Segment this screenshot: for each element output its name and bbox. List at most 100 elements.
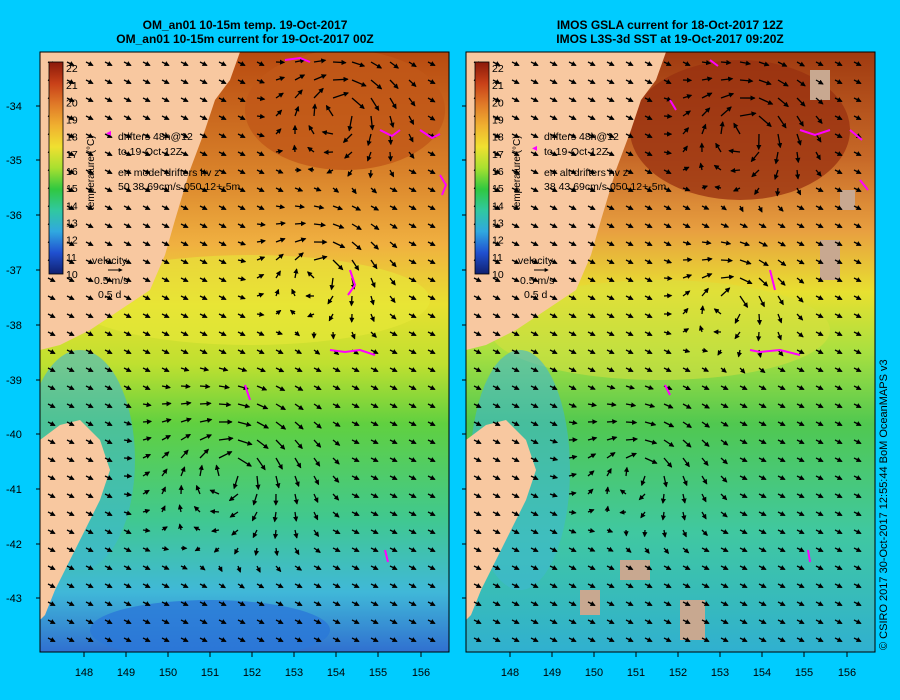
current-vector (256, 311, 265, 317)
current-vector (549, 205, 558, 211)
current-vector (313, 349, 321, 355)
current-vector (511, 259, 520, 265)
current-vector (47, 349, 56, 355)
current-vector (853, 259, 862, 265)
current-vector (568, 509, 577, 515)
current-vector (739, 277, 753, 285)
current-vector (644, 115, 653, 121)
current-vector (142, 223, 151, 229)
current-vector (313, 619, 322, 625)
current-vector (123, 403, 132, 409)
lon-tick-label: 154 (327, 667, 345, 679)
current-vector (275, 637, 284, 643)
current-vector (720, 240, 732, 246)
current-vector (587, 259, 596, 265)
current-vector (834, 223, 843, 229)
current-vector (180, 259, 189, 265)
current-vector (351, 385, 360, 391)
current-vector (389, 583, 398, 589)
current-vector (834, 97, 843, 103)
current-vector (408, 277, 417, 283)
current-vector (332, 76, 349, 83)
left-velocity-title: velocity (92, 255, 128, 267)
left-velocity-speed: 0.5 m/s (94, 275, 128, 287)
current-vector (587, 313, 596, 319)
current-vector (85, 313, 94, 319)
current-vector (256, 205, 265, 210)
current-vector (142, 419, 153, 425)
current-vector (332, 511, 340, 518)
current-vector (370, 619, 379, 625)
current-vector (408, 385, 417, 391)
current-vector (123, 565, 132, 571)
current-vector (313, 421, 322, 429)
current-vector (530, 295, 539, 301)
current-vector (272, 511, 278, 523)
colorbar-tick-label: 16 (492, 166, 504, 178)
current-vector (777, 277, 786, 286)
colorbar-tick-label: 10 (66, 269, 78, 281)
current-vector (682, 274, 693, 279)
current-vector (389, 115, 395, 128)
current-vector (237, 187, 246, 193)
current-vector (758, 79, 772, 86)
current-vector (294, 204, 305, 210)
current-vector (180, 583, 189, 589)
current-vector (568, 259, 577, 265)
current-vector (275, 220, 286, 227)
current-vector (369, 115, 375, 131)
current-vector (663, 113, 673, 119)
current-vector (294, 105, 300, 117)
current-vector (368, 169, 374, 179)
current-vector (275, 349, 284, 355)
current-vector (408, 61, 417, 68)
colorbar-tick-label: 21 (66, 80, 78, 92)
current-vector (180, 187, 189, 193)
current-vector (256, 583, 265, 589)
current-vector (511, 79, 520, 85)
current-vector (313, 529, 320, 538)
current-vector (180, 400, 192, 406)
current-vector (568, 295, 577, 301)
colorbar-tick-label: 13 (492, 218, 504, 230)
current-vector (218, 451, 233, 459)
current-vector (644, 295, 653, 301)
current-vector (587, 241, 596, 247)
current-vector (294, 583, 303, 589)
current-vector (332, 565, 341, 571)
current-vector (663, 205, 672, 211)
current-vector (492, 277, 501, 283)
current-vector (237, 349, 246, 355)
current-vector (853, 169, 862, 175)
current-vector (370, 277, 376, 288)
current-vector (701, 123, 707, 135)
current-vector (199, 61, 208, 67)
current-vector (228, 493, 239, 502)
current-vector (252, 529, 258, 539)
current-vector (104, 457, 113, 463)
current-vector (389, 601, 398, 607)
current-vector (663, 61, 672, 67)
current-vector (492, 115, 501, 121)
current-vector (389, 403, 398, 409)
right-err-values: 38 43 69cm/s 050 12+-5m (544, 181, 667, 193)
current-vector (142, 115, 151, 121)
current-vector (66, 511, 75, 517)
current-vector (511, 61, 520, 67)
current-vector (313, 255, 328, 261)
current-vector (104, 601, 113, 607)
left-title-line2: OM_an01 10-15m current for 19-Oct-2017 0… (116, 32, 374, 46)
current-vector (369, 295, 375, 306)
current-vector (161, 169, 170, 175)
current-vector (293, 529, 299, 539)
current-vector (307, 146, 315, 153)
current-vector (389, 619, 398, 625)
current-vector (307, 312, 315, 318)
current-vector (294, 403, 304, 411)
current-vector (142, 367, 151, 373)
current-vector (123, 619, 132, 625)
left-title-line1: OM_an01 10-15m temp. 19-Oct-2017 (142, 18, 348, 32)
lon-tick-label: 149 (543, 667, 561, 679)
current-vector (644, 97, 653, 103)
